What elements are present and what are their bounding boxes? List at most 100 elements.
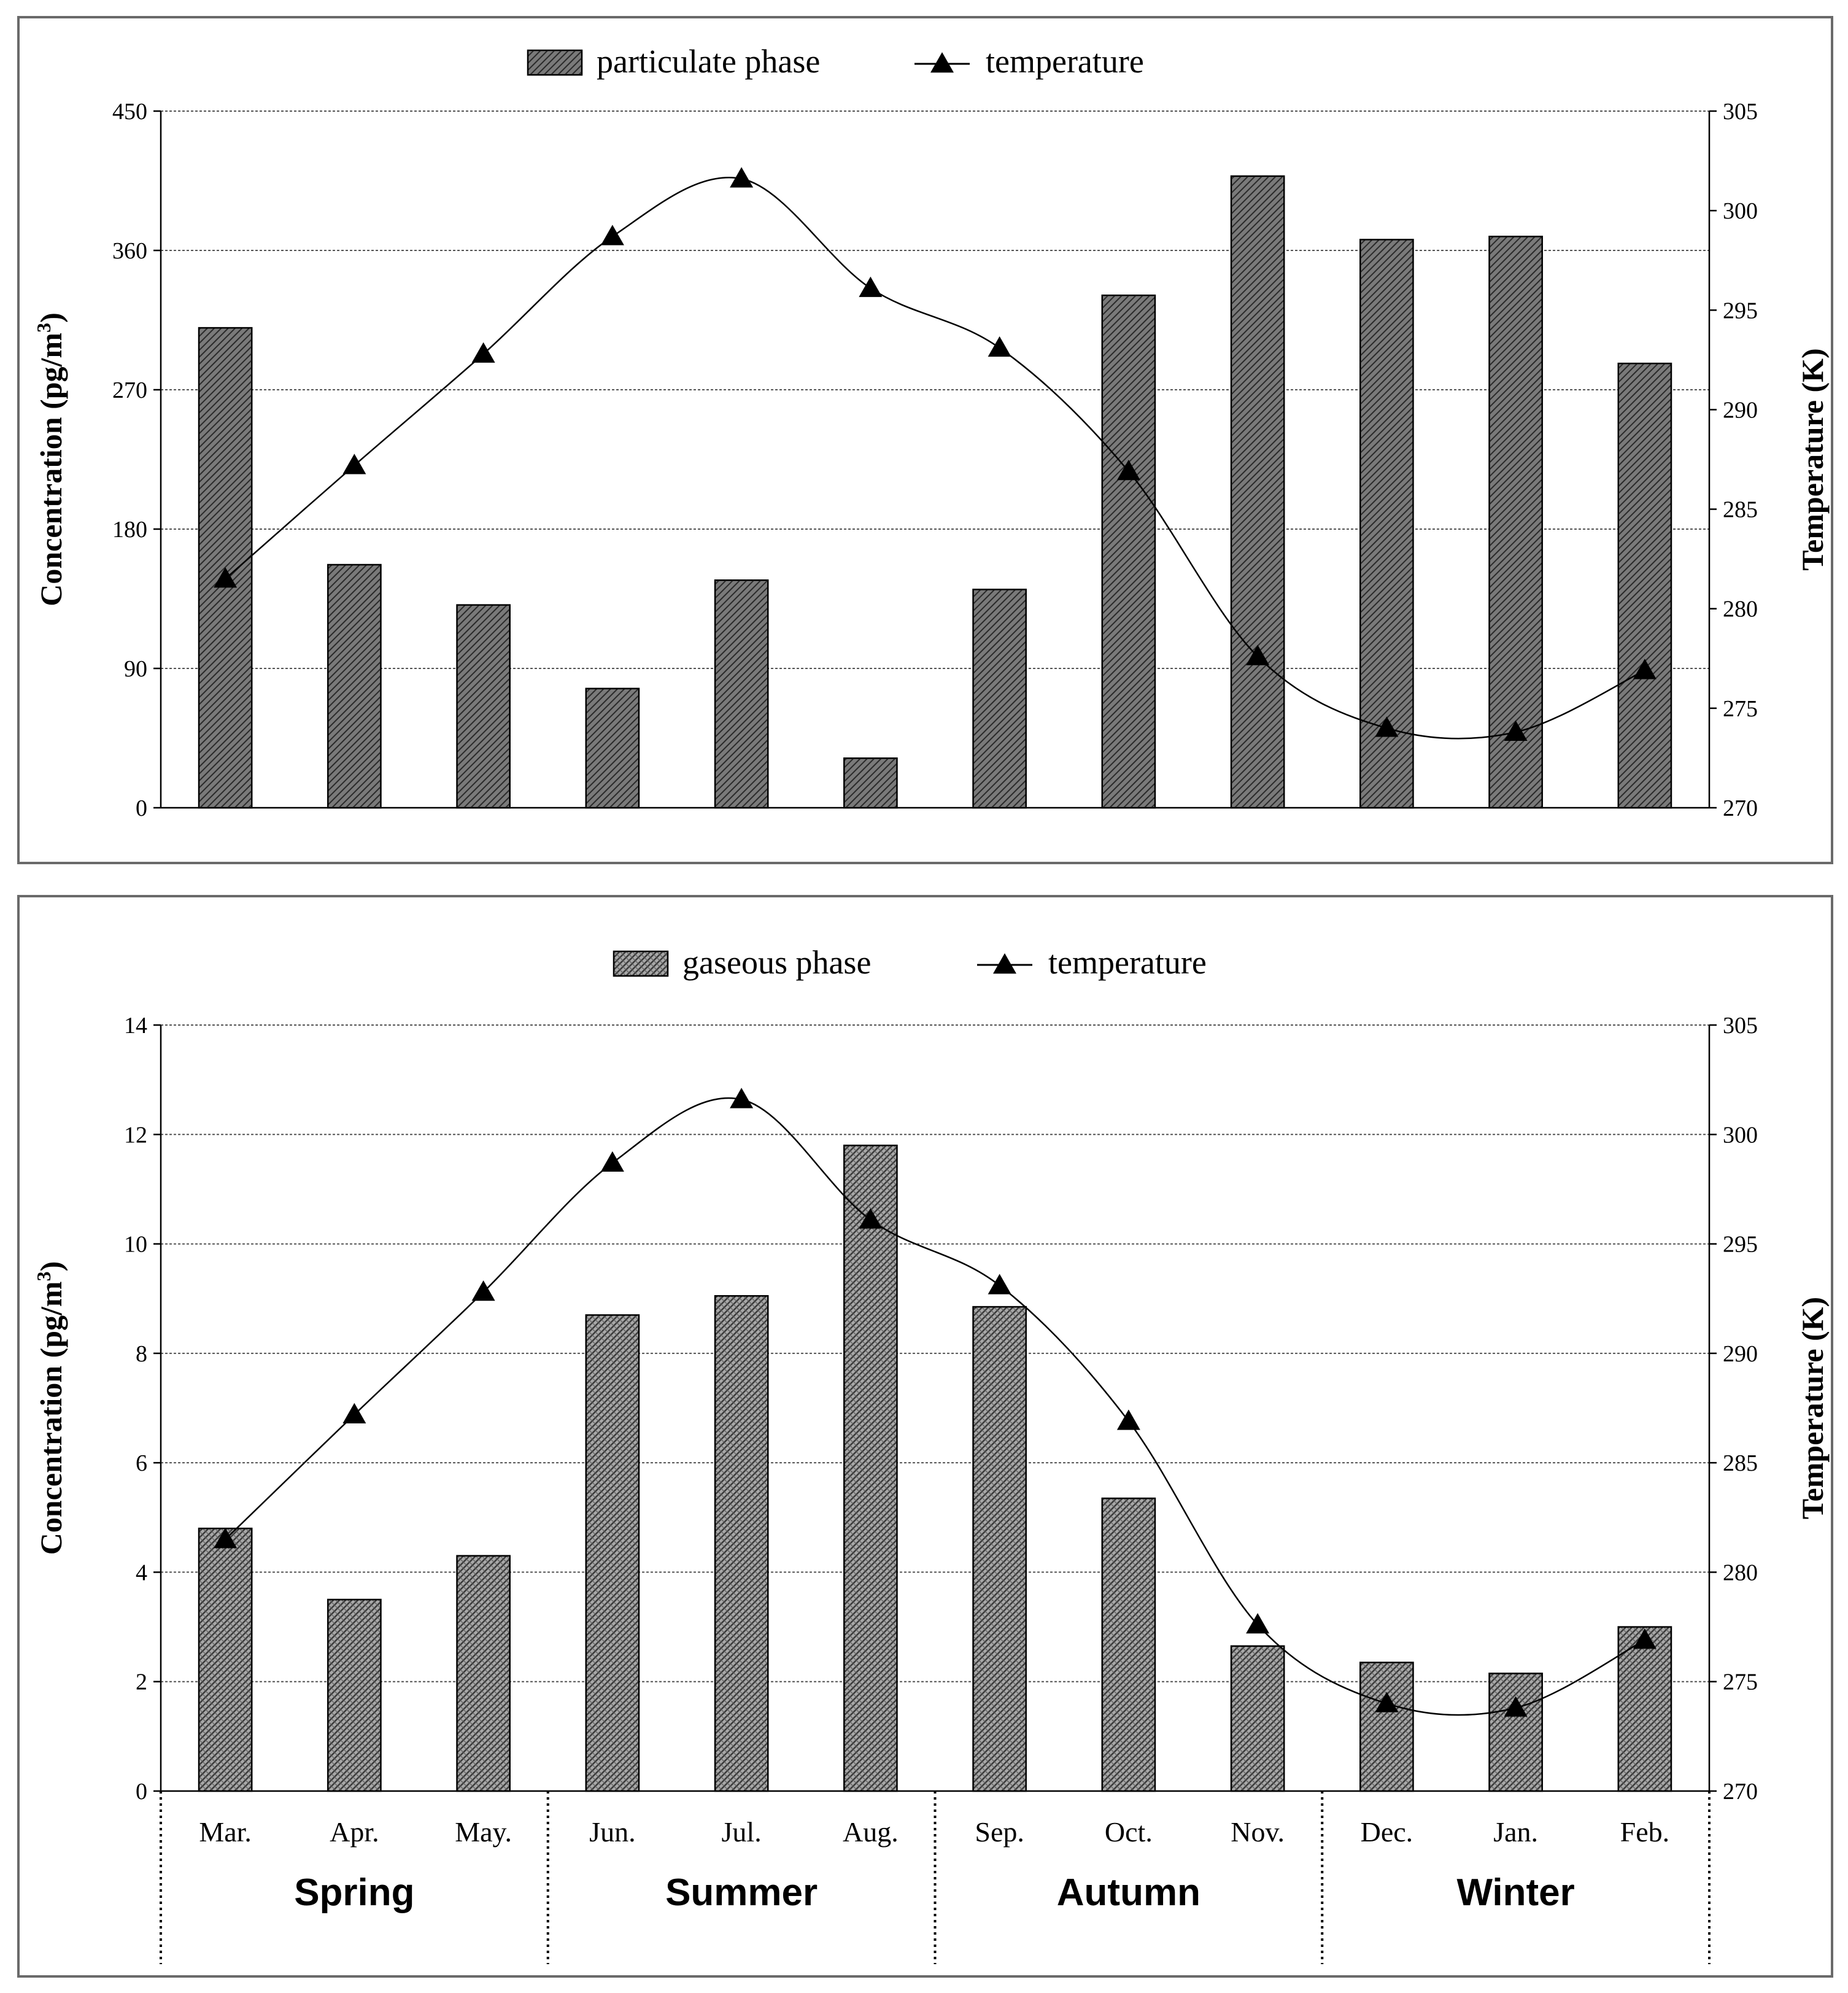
temperature-marker bbox=[859, 1208, 883, 1229]
bar bbox=[1101, 294, 1156, 809]
y2-tick-label: 270 bbox=[1723, 1779, 1758, 1805]
bar bbox=[843, 1144, 898, 1792]
bar bbox=[1101, 1497, 1156, 1792]
season-label: Summer bbox=[665, 1871, 818, 1914]
y2-axis-title: Temperature (K) bbox=[1795, 348, 1830, 570]
panel-1-frame bbox=[17, 16, 1833, 864]
season-label: Autumn bbox=[1057, 1871, 1200, 1914]
x-tick-label: Jul. bbox=[722, 1816, 762, 1848]
temperature-marker bbox=[1633, 659, 1657, 679]
temperature-marker bbox=[1375, 716, 1399, 737]
y-tick-label: 2 bbox=[136, 1670, 147, 1695]
y-tick-label: 450 bbox=[112, 99, 147, 125]
bar bbox=[1359, 239, 1414, 809]
temperature-marker bbox=[214, 1527, 238, 1549]
x-tick-label: Jun. bbox=[589, 1816, 635, 1848]
y-tick-label: 6 bbox=[136, 1450, 147, 1476]
bar bbox=[456, 604, 511, 809]
x-tick-label: Feb. bbox=[1620, 1816, 1670, 1848]
bar bbox=[1359, 1662, 1414, 1792]
temperature-marker bbox=[471, 342, 495, 363]
temperature-marker bbox=[1116, 459, 1140, 481]
temperature-marker bbox=[730, 167, 754, 188]
legend-bar-swatch bbox=[613, 950, 669, 977]
bar bbox=[585, 1314, 640, 1792]
y2-tick-label: 295 bbox=[1723, 1232, 1758, 1258]
y-axis-title: Concentration (pg/m3) bbox=[33, 1261, 68, 1555]
bar bbox=[1617, 1626, 1672, 1792]
bar bbox=[456, 1555, 511, 1792]
bar bbox=[972, 589, 1027, 809]
temperature-marker bbox=[1504, 720, 1528, 741]
temperature-marker bbox=[214, 567, 238, 588]
temperature-marker bbox=[1504, 1696, 1528, 1717]
x-tick-label: Aug. bbox=[843, 1816, 899, 1848]
x-tick-label: Apr. bbox=[330, 1816, 379, 1848]
y-tick-label: 270 bbox=[112, 377, 147, 403]
y2-tick-label: 305 bbox=[1723, 99, 1758, 125]
bar bbox=[1488, 1673, 1543, 1792]
bar bbox=[198, 1527, 253, 1792]
legend-line-label: temperature bbox=[986, 43, 1144, 80]
bar bbox=[1488, 236, 1543, 809]
x-tick-label: Oct. bbox=[1105, 1816, 1153, 1848]
temperature-marker bbox=[859, 276, 883, 297]
temperature-marker bbox=[471, 1280, 495, 1301]
season-label: Spring bbox=[294, 1871, 414, 1914]
y2-tick-label: 270 bbox=[1723, 795, 1758, 821]
legend-line-marker bbox=[993, 953, 1016, 974]
season-label: Winter bbox=[1456, 1871, 1574, 1914]
y2-tick-label: 305 bbox=[1723, 1013, 1758, 1039]
y-tick-label: 10 bbox=[124, 1232, 147, 1258]
bar bbox=[327, 1598, 382, 1792]
y-tick-label: 90 bbox=[124, 656, 147, 682]
y2-tick-label: 280 bbox=[1723, 1560, 1758, 1585]
x-tick-label: May. bbox=[455, 1816, 512, 1848]
y2-tick-label: 285 bbox=[1723, 1450, 1758, 1476]
panel-2: 0 2 4 6 8 10 12 14 270 275 280 285 290 295 300 305 Conce… bbox=[33, 944, 1830, 1964]
y-tick-label: 14 bbox=[124, 1013, 147, 1039]
y2-tick-label: 300 bbox=[1723, 198, 1758, 224]
bar bbox=[714, 1295, 769, 1792]
legend-bar-label: gaseous phase bbox=[682, 944, 871, 981]
bar bbox=[972, 1306, 1027, 1792]
temperature-marker bbox=[730, 1088, 754, 1109]
temperature-marker bbox=[988, 1274, 1011, 1294]
temperature-marker bbox=[1246, 644, 1270, 665]
x-tick-label: Jan. bbox=[1493, 1816, 1538, 1848]
bar bbox=[1230, 175, 1285, 809]
x-tick-label: Dec. bbox=[1361, 1816, 1413, 1848]
x-tick-label: Sep. bbox=[975, 1816, 1024, 1848]
y-tick-label: 0 bbox=[136, 795, 147, 821]
panel-1: 0 90 180 270 360 450 270 275 280 285 290 295 300 305 C… bbox=[33, 43, 1830, 821]
temperature-marker bbox=[1116, 1409, 1140, 1430]
y-axis-title: Concentration (pg/m3) bbox=[33, 312, 68, 606]
temperature-marker bbox=[1246, 1613, 1270, 1634]
temperature-marker bbox=[342, 454, 366, 474]
legend-bar-label: particulate phase bbox=[597, 43, 820, 80]
y2-tick-label: 300 bbox=[1723, 1122, 1758, 1148]
bar bbox=[585, 687, 640, 809]
y2-tick-label: 280 bbox=[1723, 597, 1758, 622]
y2-tick-label: 285 bbox=[1723, 497, 1758, 523]
y-tick-label: 8 bbox=[136, 1341, 147, 1367]
y2-tick-label: 295 bbox=[1723, 298, 1758, 323]
bar bbox=[843, 757, 898, 809]
y-tick-label: 0 bbox=[136, 1779, 147, 1805]
bar bbox=[1617, 362, 1672, 809]
bar bbox=[1230, 1645, 1285, 1792]
temperature-marker bbox=[600, 1151, 624, 1172]
y2-tick-label: 290 bbox=[1723, 1341, 1758, 1367]
y2-tick-label: 275 bbox=[1723, 696, 1758, 722]
x-tick-label: Mar. bbox=[199, 1816, 252, 1848]
legend-line-label: temperature bbox=[1048, 944, 1207, 981]
y2-tick-label: 275 bbox=[1723, 1670, 1758, 1695]
y-tick-label: 180 bbox=[112, 517, 147, 543]
y-tick-label: 360 bbox=[112, 238, 147, 264]
y2-tick-label: 290 bbox=[1723, 397, 1758, 423]
legend-bar-swatch bbox=[527, 49, 583, 76]
legend-line-marker bbox=[930, 52, 954, 73]
panel-2-frame bbox=[17, 895, 1833, 1978]
y-tick-label: 12 bbox=[124, 1122, 147, 1148]
